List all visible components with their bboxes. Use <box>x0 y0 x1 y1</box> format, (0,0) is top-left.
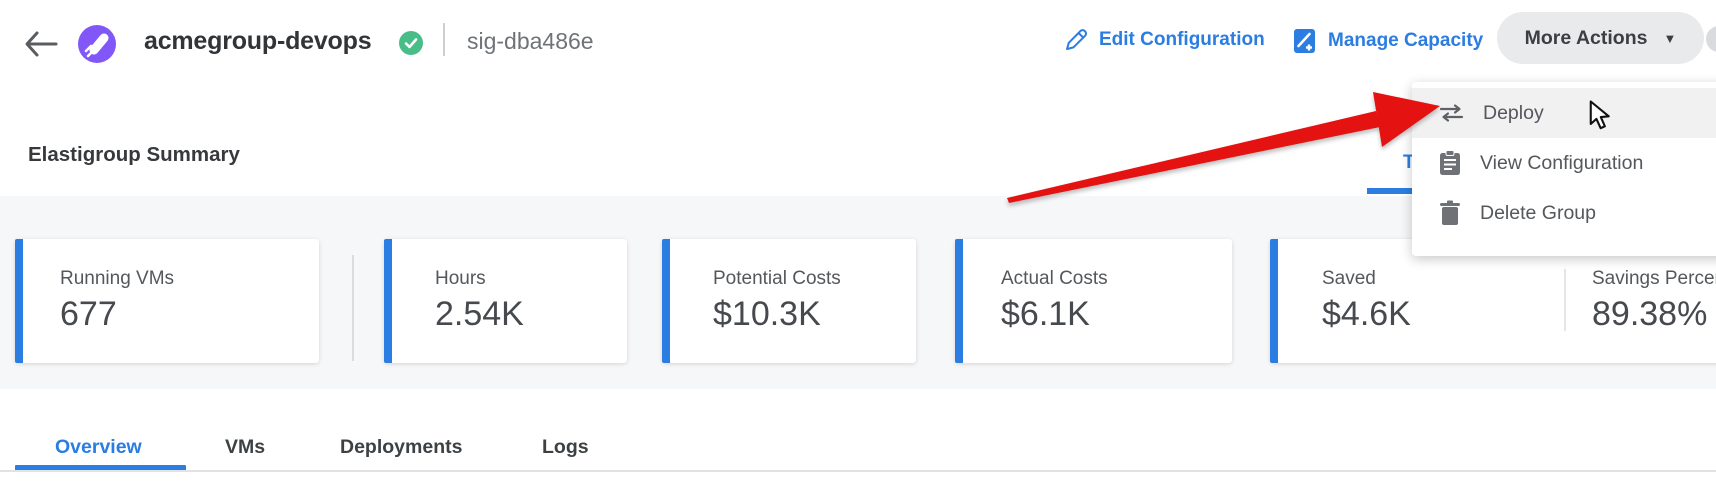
more-actions-button[interactable]: More Actions ▼ <box>1497 12 1704 64</box>
metric-value: 89.38% <box>1592 295 1708 333</box>
tab-logs[interactable]: Logs <box>542 436 589 458</box>
mouse-cursor-icon <box>1589 100 1610 130</box>
clipboard-icon <box>1440 150 1460 175</box>
elastigroup-logo-icon <box>78 25 116 63</box>
section-title: Elastigroup Summary <box>28 143 240 166</box>
deploy-arrows-icon <box>1439 104 1464 122</box>
page-title: acmegroup-devops <box>144 27 372 55</box>
tab-deployments[interactable]: Deployments <box>340 436 463 458</box>
metric-value: $4.6K <box>1322 295 1411 333</box>
page-header: acmegroup-devops sig-dba486e Edit Config… <box>0 0 1716 90</box>
time-range-tab-underline <box>1367 188 1414 194</box>
metric-label: Savings Percentage <box>1592 268 1716 289</box>
capacity-icon <box>1294 29 1315 53</box>
back-button[interactable] <box>22 25 60 63</box>
manage-capacity-label: Manage Capacity <box>1328 30 1484 51</box>
metric-label: Running VMs <box>60 268 175 289</box>
metric-value: 677 <box>60 295 117 333</box>
metric-label: Saved <box>1322 268 1376 289</box>
status-healthy-icon <box>399 31 423 55</box>
menu-item-view-configuration[interactable]: View Configuration <box>1412 138 1716 188</box>
edit-configuration-button[interactable]: Edit Configuration <box>1063 27 1265 53</box>
tab-overview[interactable]: Overview <box>55 436 142 458</box>
cropped-header-icon <box>1706 26 1716 52</box>
header-divider <box>443 23 445 56</box>
metric-value: $6.1K <box>1001 295 1090 333</box>
menu-item-label: View Configuration <box>1480 151 1644 174</box>
manage-capacity-button[interactable]: Manage Capacity <box>1292 27 1483 55</box>
back-arrow-icon <box>25 31 58 57</box>
metric-inner-divider <box>1564 269 1566 331</box>
card-gap-divider <box>352 255 354 361</box>
metric-label: Hours <box>435 268 486 289</box>
metric-card-hours: Hours 2.54K <box>384 239 627 363</box>
menu-item-deploy[interactable]: Deploy <box>1412 88 1716 138</box>
menu-item-delete-group[interactable]: Delete Group <box>1412 188 1716 238</box>
detail-tabs: Overview VMs Deployments Logs <box>0 389 1716 494</box>
time-range-tab-partial[interactable]: T <box>1403 152 1415 173</box>
metric-card-actual-costs: Actual Costs $6.1K <box>955 239 1232 363</box>
metric-value: $10.3K <box>713 295 821 333</box>
metric-value: 2.54K <box>435 295 524 333</box>
metric-card-potential-costs: Potential Costs $10.3K <box>662 239 916 363</box>
metric-card-saved: Saved $4.6K Savings Percentage 89.38% <box>1270 239 1716 363</box>
active-tab-underline <box>15 465 186 472</box>
more-actions-menu: Deploy View Configuration Delete Group <box>1412 82 1716 256</box>
pencil-icon <box>1066 29 1088 50</box>
tab-vms[interactable]: VMs <box>225 436 266 458</box>
tabs-bottom-divider <box>0 470 1716 472</box>
metric-label: Actual Costs <box>1001 268 1108 289</box>
chevron-down-icon: ▼ <box>1663 30 1677 46</box>
menu-item-label: Deploy <box>1483 101 1544 124</box>
metric-card-running-vms: Running VMs 677 <box>15 239 319 363</box>
more-actions-label: More Actions <box>1524 26 1648 49</box>
metric-label: Potential Costs <box>713 268 841 289</box>
trash-icon <box>1440 200 1460 225</box>
edit-configuration-label: Edit Configuration <box>1099 29 1265 50</box>
menu-item-label: Delete Group <box>1480 201 1596 224</box>
group-id: sig-dba486e <box>467 28 594 54</box>
